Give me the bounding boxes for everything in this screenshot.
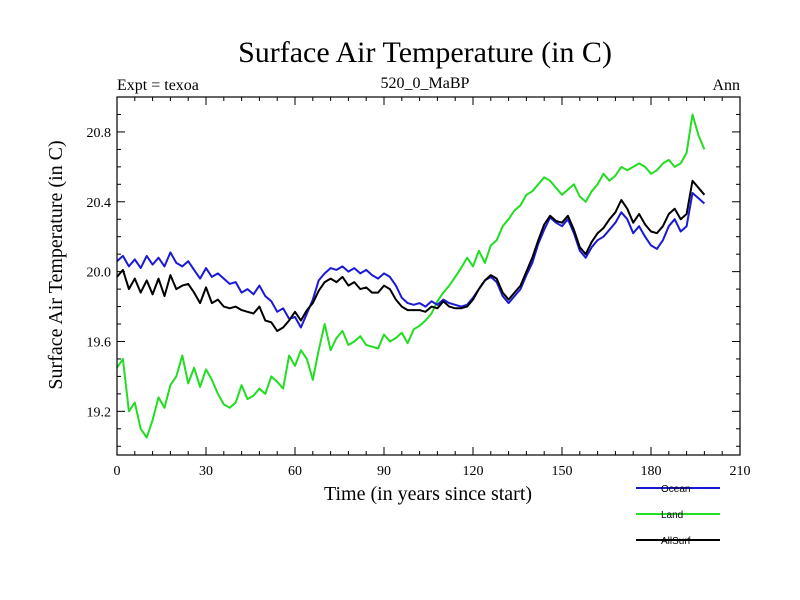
y-tick-label: 20.8 bbox=[87, 126, 112, 141]
y-axis-label: Surface Air Temperature (in C) bbox=[45, 140, 67, 389]
plot-frame bbox=[116, 96, 741, 456]
legend-label-allsurf: AllSurf bbox=[661, 536, 691, 547]
series-line-ocean bbox=[116, 192, 706, 329]
x-tick-label: 180 bbox=[641, 464, 662, 479]
series-layer bbox=[116, 113, 706, 439]
legend: Ocean Land AllSurf bbox=[636, 484, 720, 547]
x-tick-label: 150 bbox=[552, 464, 573, 479]
x-tick-label: 0 bbox=[114, 464, 121, 479]
y-tick-label: 20.0 bbox=[87, 266, 112, 281]
series-line-land bbox=[116, 113, 706, 439]
x-tick-label: 120 bbox=[463, 464, 484, 479]
period-label: 520_0_MaBP bbox=[381, 75, 470, 92]
x-tick-label: 60 bbox=[288, 464, 302, 479]
legend-label-ocean: Ocean bbox=[661, 484, 690, 495]
x-tick-label: 210 bbox=[730, 464, 751, 479]
season-label: Ann bbox=[712, 77, 740, 94]
x-tick-label: 90 bbox=[377, 464, 391, 479]
chart-title: Surface Air Temperature (in C) bbox=[238, 36, 612, 69]
x-tick-label: 30 bbox=[199, 464, 213, 479]
x-axis-label: Time (in years since start) bbox=[324, 483, 532, 505]
x-axis: 0 30 60 90 120 150 180 210 bbox=[114, 97, 751, 479]
experiment-label: Expt = texoa bbox=[117, 77, 199, 94]
legend-label-land: Land bbox=[661, 510, 683, 521]
y-tick-label: 19.2 bbox=[87, 405, 112, 420]
y-axis: 19.2 19.6 20.0 20.4 20.8 bbox=[87, 96, 740, 447]
y-tick-label: 19.6 bbox=[87, 335, 112, 350]
series-line-allsurf bbox=[116, 179, 706, 332]
y-tick-label: 20.4 bbox=[87, 196, 112, 211]
